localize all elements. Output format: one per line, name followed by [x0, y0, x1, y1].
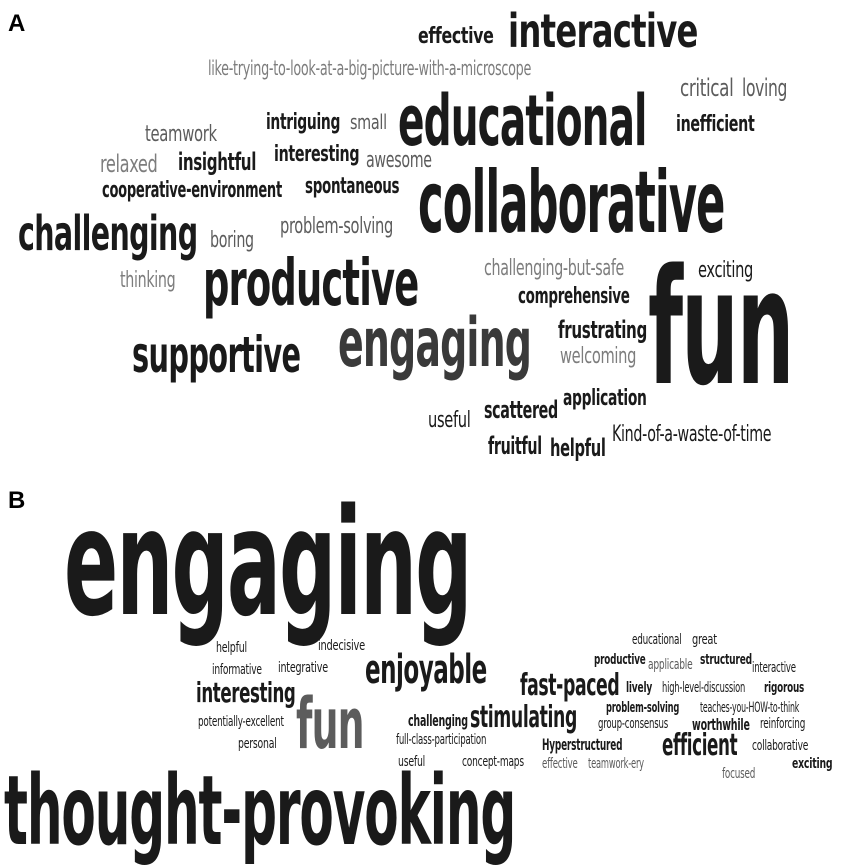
word: welcoming: [560, 344, 637, 369]
word: awesome: [366, 148, 432, 173]
word: relaxed: [100, 150, 158, 178]
word: high-level-discussion: [662, 680, 746, 696]
panel-label-b: B: [8, 487, 26, 514]
word: problem-solving: [280, 214, 393, 239]
word: teamwork: [145, 122, 217, 147]
word: informative: [212, 662, 262, 678]
word: great: [692, 632, 717, 648]
word: teamwork-ery: [588, 756, 644, 772]
word: inefficient: [676, 112, 755, 137]
word: full-class-participation: [396, 732, 487, 748]
word: application: [563, 386, 647, 411]
word: boring: [210, 228, 254, 253]
word: fast-paced: [520, 668, 620, 703]
word: thought-provoking: [4, 755, 516, 867]
word: educational: [398, 80, 647, 162]
word: effective: [418, 24, 494, 49]
word: like-trying-to-look-at-a-big-picture-wit…: [208, 56, 532, 80]
word: problem-solving: [606, 700, 680, 716]
word: loving: [742, 74, 787, 102]
word: reinforcing: [760, 716, 806, 732]
word: applicable: [648, 657, 693, 673]
word: collaborative: [418, 153, 725, 253]
word: interactive: [508, 4, 698, 58]
word: concept-maps: [462, 754, 524, 770]
word: efficient: [662, 728, 738, 763]
word-cloud-a: A interactive effective like-trying-to-l…: [8, 4, 794, 462]
word: personal: [238, 736, 277, 752]
word: educational: [632, 632, 682, 648]
word: Kind-of-a-waste-of-time: [612, 422, 772, 447]
word: critical: [680, 74, 734, 102]
word: challenging: [18, 206, 198, 262]
word: potentially-excellent: [198, 714, 284, 730]
word: exciting: [792, 756, 833, 772]
word: intriguing: [266, 110, 341, 135]
word: fun: [296, 683, 365, 765]
word: productive: [594, 652, 646, 668]
word: challenging-but-safe: [484, 256, 624, 281]
word: useful: [398, 754, 426, 770]
word: teaches-you-HOW-to-think: [700, 700, 800, 716]
word: worthwhile: [692, 715, 750, 734]
word: fun: [648, 234, 794, 421]
word: integrative: [278, 660, 328, 676]
word: helpful: [550, 434, 606, 462]
word: structured: [700, 652, 752, 668]
word: challenging: [408, 711, 468, 730]
word: interesting: [274, 142, 360, 167]
word: helpful: [216, 640, 247, 656]
word: productive: [203, 247, 419, 321]
word: exciting: [698, 258, 754, 283]
word-cloud-b: B engaging helpful indecisive informativ…: [0, 475, 850, 862]
word: effective: [542, 756, 578, 772]
word: scattered: [484, 396, 558, 424]
word: useful: [428, 408, 471, 433]
word: lively: [626, 680, 653, 696]
word: fruitful: [488, 432, 542, 460]
word: comprehensive: [518, 284, 630, 309]
word: insightful: [178, 148, 257, 176]
panel-label-a: A: [8, 10, 26, 37]
word: indecisive: [318, 638, 365, 654]
word: cooperative-environment: [102, 178, 282, 203]
word: stimulating: [470, 700, 577, 735]
word: interactive: [752, 660, 796, 676]
word: focused: [722, 766, 756, 782]
word: spontaneous: [305, 174, 400, 199]
word: Hyperstructured: [542, 735, 623, 754]
word: enjoyable: [365, 647, 487, 693]
word: supportive: [132, 326, 301, 384]
word: thinking: [120, 268, 176, 293]
word: interesting: [196, 676, 296, 709]
word: collaborative: [752, 738, 809, 754]
word: engaging: [64, 477, 472, 649]
word: rigorous: [764, 680, 805, 696]
word: engaging: [338, 304, 532, 383]
word: group-consensus: [598, 716, 668, 732]
word: small: [350, 110, 387, 134]
word: frustrating: [558, 316, 647, 344]
